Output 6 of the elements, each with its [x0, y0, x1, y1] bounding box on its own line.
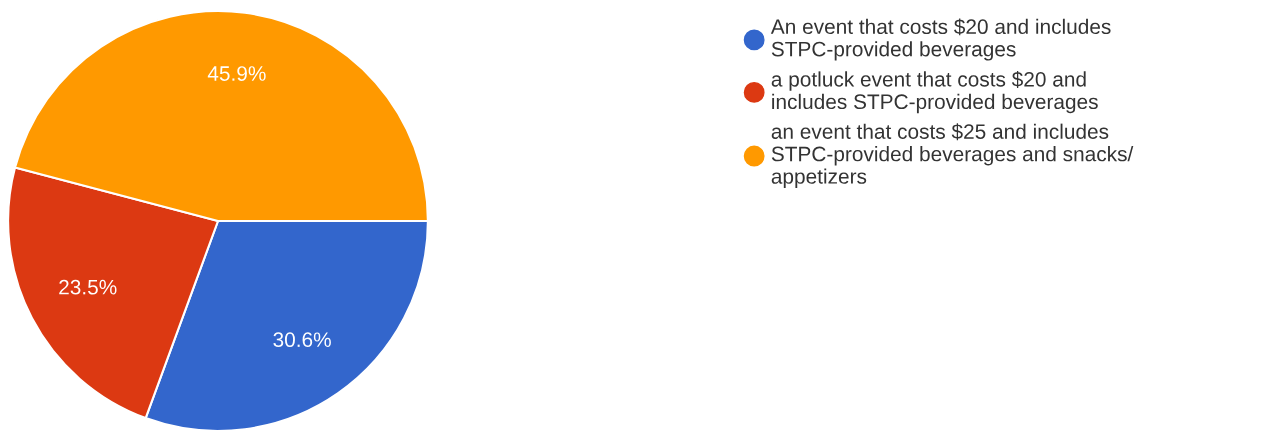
legend-label: an event that costs $25 and includes STPC-provided beverages and snacks/ appetizers: [771, 123, 1134, 188]
data-label: 23.5%: [59, 279, 117, 295]
legend-label: An event that costs $20 and includes STPC-provided beverages: [770, 18, 1111, 61]
data-label: 30.6%: [273, 332, 331, 348]
data-label: 45.9%: [207, 66, 266, 81]
legend-label: a potluck event that costs $20 and includes STPC-provided beverages: [771, 71, 1098, 114]
